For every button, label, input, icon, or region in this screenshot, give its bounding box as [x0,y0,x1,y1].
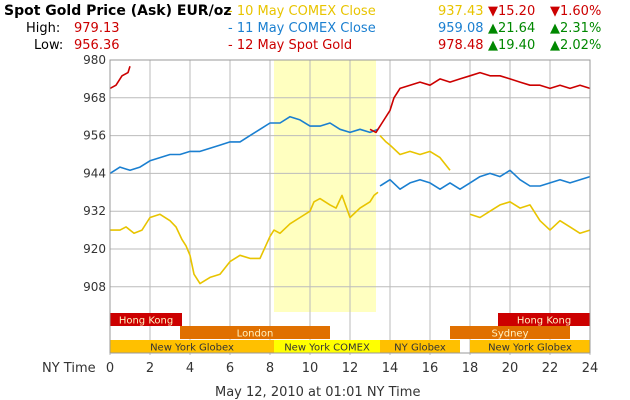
legend-value: 978.48 [438,38,484,53]
session-label: New York COMEX [284,343,370,354]
session-bar [180,326,330,339]
session-label: London [237,329,274,340]
legend-label: - 10 May COMEX Close [228,4,376,19]
timestamp: May 12, 2010 at 01:01 NY Time [215,385,420,400]
y-tick-label: 908 [83,280,106,294]
x-tick-label: 20 [502,361,519,376]
x-tick-label: 6 [226,361,234,376]
x-tick-label: 2 [146,361,154,376]
y-tick-label: 980 [83,53,106,67]
legend-value: 937.43 [438,4,484,19]
session-bar [274,340,380,353]
x-axis-label: NY Time [42,361,96,376]
session-bar [110,340,274,353]
x-tick-label: 8 [266,361,274,376]
session-label: Hong Kong [119,316,173,327]
session-label: NY Globex [394,343,446,354]
series-line [469,201,591,235]
series-line [369,71,591,134]
legend-pct: ▲2.31% [550,21,601,36]
y-tick-label: 956 [83,129,106,143]
x-tick-label: 0 [106,361,114,376]
plot-frame [109,59,591,354]
legend-label: - 11 May COMEX Close [228,21,376,36]
legend-label: - 12 May Spot Gold [228,38,352,53]
legend-change: ▼15.20 [488,4,535,19]
low-value: 956.36 [74,38,120,53]
session-label: New York Globex [150,343,234,354]
session-label: Sydney [491,329,528,340]
legend-change: ▲19.40 [488,38,535,53]
high-label: High: [26,21,60,36]
series-line [109,115,379,175]
high-value: 979.13 [74,21,120,36]
x-tick-label: 16 [422,361,439,376]
legend: - 10 May COMEX Close 937.43 ▼15.20 ▼1.60% - … [228,4,601,53]
series-line [110,191,379,285]
session-label: Hong Kong [517,316,571,327]
series-line [109,66,131,90]
legend-pct: ▼1.60% [550,4,601,19]
session-bar [470,340,590,353]
session-label: New York Globex [488,343,572,354]
comex-highlight [274,60,376,312]
y-tick-label: 920 [83,242,106,256]
legend-change: ▲21.64 [488,21,535,36]
y-tick-label: 968 [83,91,106,105]
x-tick-label: 18 [462,361,479,376]
legend-pct: ▲2.02% [550,38,601,53]
x-tick-label: 12 [342,361,359,376]
session-bar [450,326,570,339]
x-tick-label: 24 [582,361,599,376]
series-line [379,169,591,190]
low-label: Low: [34,38,63,53]
x-tick-label: 4 [186,361,194,376]
x-tick-label: 22 [542,361,559,376]
chart-title: Spot Gold Price (Ask) EUR/oz [4,3,231,19]
y-tick-label: 944 [83,166,106,180]
legend-value: 959.08 [438,21,484,36]
series-line [379,135,451,171]
x-tick-label: 10 [302,361,319,376]
session-bar [380,340,460,353]
y-tick-label: 932 [83,204,106,218]
session-bar [498,313,590,326]
x-tick-label: 14 [382,361,399,376]
session-bar [110,313,182,326]
